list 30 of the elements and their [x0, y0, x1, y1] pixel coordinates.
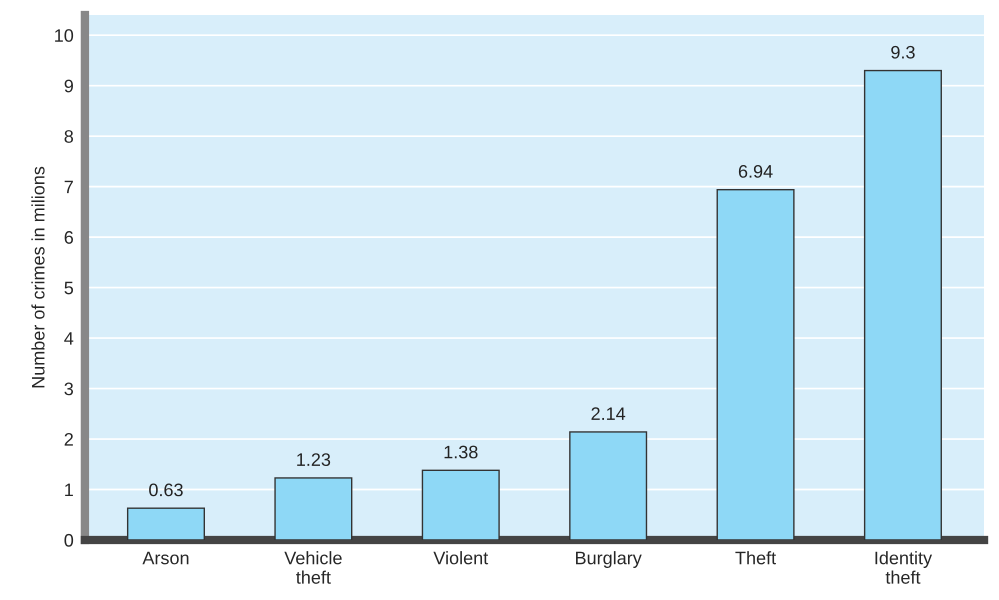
data-label: 2.14	[592, 407, 626, 420]
y-tick-label: 7	[64, 180, 73, 194]
y-tick-label: 4	[64, 332, 74, 345]
y-tick-label: 1	[65, 484, 73, 496]
x-tick-label: Identity theft	[876, 551, 932, 584]
bar	[274, 477, 352, 540]
y-tick-label: 8	[64, 130, 74, 143]
y-tick-label: 10	[55, 29, 74, 42]
x-tick-label: Violent	[433, 551, 488, 564]
y-tick-label: 6	[64, 231, 74, 244]
data-label: 9.3	[891, 46, 915, 59]
y-tick-label: 2	[64, 432, 73, 446]
bar	[716, 188, 795, 540]
data-label: 6.94	[738, 164, 773, 178]
bar	[569, 431, 648, 540]
x-tick-label: Arson	[142, 552, 188, 564]
bar	[422, 470, 500, 540]
y-tick-label: 0	[64, 534, 74, 547]
bar	[126, 508, 205, 540]
x-tick-label: Theft	[735, 551, 776, 564]
x-tick-label: Vehicle theft	[284, 551, 342, 584]
y-tick-label: 3	[64, 382, 74, 396]
y-axis-title: Number of crimes in milions	[31, 166, 45, 388]
data-label: 1.38	[444, 446, 478, 458]
data-label: 1.23	[297, 453, 330, 466]
data-label: 0.63	[149, 484, 183, 496]
bar	[864, 70, 942, 540]
x-tick-label: Burglary	[576, 551, 642, 568]
y-tick-label: 5	[64, 282, 74, 294]
y-tick-label: 9	[64, 80, 73, 92]
